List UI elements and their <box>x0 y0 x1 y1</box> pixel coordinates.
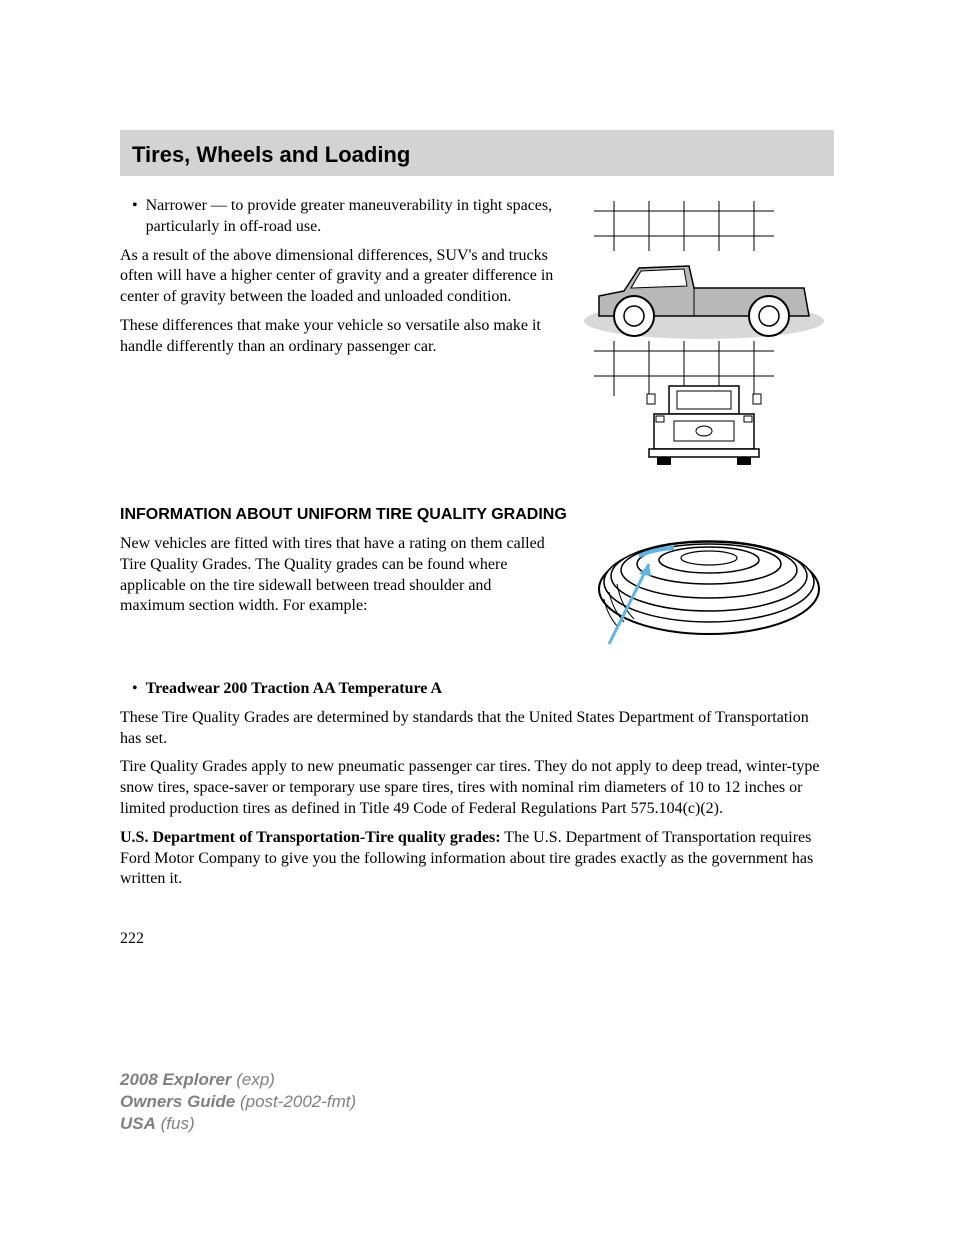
footer-line3: USA (fus) <box>120 1113 356 1135</box>
subheading-tire-quality: INFORMATION ABOUT UNIFORM TIRE QUALITY G… <box>120 506 834 524</box>
para-dimensional: As a result of the above dimensional dif… <box>120 246 554 308</box>
para-new-vehicles: New vehicles are fitted with tires that … <box>120 534 554 617</box>
section-title: Tires, Wheels and Loading <box>132 142 822 168</box>
footer-line1: 2008 Explorer (exp) <box>120 1069 356 1091</box>
tire-diagram <box>574 534 834 654</box>
para-apply: Tire Quality Grades apply to new pneumat… <box>120 757 834 819</box>
para-dot: U.S. Department of Transportation-Tire q… <box>120 828 834 890</box>
bullet-narrower: • Narrower — to provide greater maneuver… <box>120 196 554 238</box>
para-standards: These Tire Quality Grades are determined… <box>120 708 834 750</box>
vehicle-diagram <box>574 196 834 476</box>
section-header: Tires, Wheels and Loading <box>120 130 834 176</box>
bullet-dot-icon: • <box>132 196 138 238</box>
bullet-dot-icon: • <box>132 679 138 700</box>
bullet-treadwear: • Treadwear 200 Traction AA Temperature … <box>120 679 834 700</box>
para-differences: These differences that make your vehicle… <box>120 316 554 358</box>
footer-line2: Owners Guide (post-2002-fmt) <box>120 1091 356 1113</box>
page-number: 222 <box>120 930 834 948</box>
bullet-text: Narrower — to provide greater maneuverab… <box>146 196 554 238</box>
para-dot-bold: U.S. Department of Transportation-Tire q… <box>120 829 501 846</box>
footer: 2008 Explorer (exp) Owners Guide (post-2… <box>120 1069 356 1135</box>
bullet-treadwear-text: Treadwear 200 Traction AA Temperature A <box>146 679 442 700</box>
